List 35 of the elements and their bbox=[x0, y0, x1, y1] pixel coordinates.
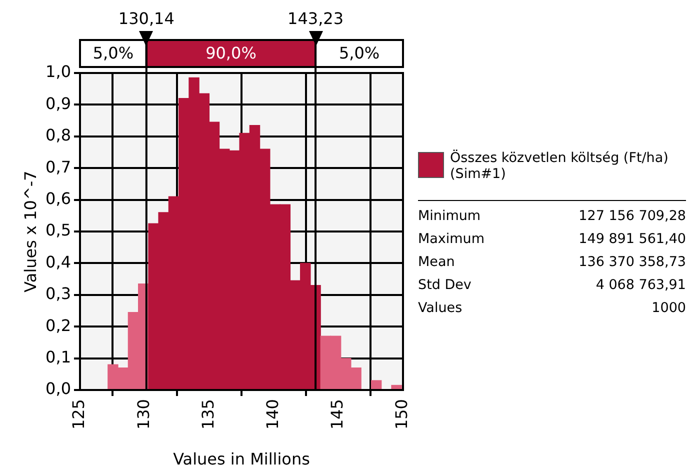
x-tick-label: 140 bbox=[262, 399, 282, 430]
y-tick-label: 0,2 bbox=[46, 316, 71, 335]
y-tick-label: 0,9 bbox=[46, 94, 71, 113]
y-tick-label: 0,3 bbox=[46, 284, 71, 304]
y-tick-label: 0,4 bbox=[46, 252, 71, 272]
y-tick-label: 1,0 bbox=[46, 62, 71, 82]
ref-line-label: 130,14 bbox=[118, 9, 174, 28]
x-tick-label: 150 bbox=[392, 399, 412, 430]
legend-label: Összes közvetlen költség (Ft/ha) (Sim#1) bbox=[450, 150, 670, 182]
x-tick-label: 135 bbox=[198, 399, 218, 430]
y-tick-label: 0,8 bbox=[46, 126, 71, 145]
y-tick-label: 0,6 bbox=[46, 188, 71, 208]
x-tick-label: 125 bbox=[69, 399, 88, 430]
text: 1000 bbox=[652, 299, 686, 318]
x-tick-label: 130 bbox=[134, 399, 153, 430]
text: 5,0% bbox=[338, 44, 380, 63]
text: Mean bbox=[418, 253, 455, 272]
text: Values bbox=[418, 299, 462, 318]
text: Maximum bbox=[418, 230, 485, 249]
x-tick-label: 145 bbox=[328, 399, 347, 430]
x-axis-title: Values in Millions bbox=[173, 450, 310, 469]
text: 4 068 763,91 bbox=[596, 276, 686, 295]
y-tick-label: 0,1 bbox=[46, 347, 71, 366]
text: 127 156 709,28 bbox=[578, 207, 686, 226]
text: 90,0% bbox=[206, 44, 256, 63]
y-tick-label: 0,7 bbox=[46, 157, 71, 176]
text: 5,0% bbox=[92, 44, 134, 63]
text: 149 891 561,40 bbox=[578, 230, 686, 249]
y-tick-label: 0,5 bbox=[46, 220, 71, 240]
text: Minimum bbox=[418, 207, 481, 226]
text: 136 370 358,73 bbox=[578, 253, 686, 272]
y-tick-label: 0,0 bbox=[46, 379, 71, 398]
ref-line-label: 143,23 bbox=[288, 9, 344, 28]
text: Std Dev bbox=[418, 276, 472, 295]
y-axis-title: Values x 10^-7 bbox=[20, 170, 40, 292]
